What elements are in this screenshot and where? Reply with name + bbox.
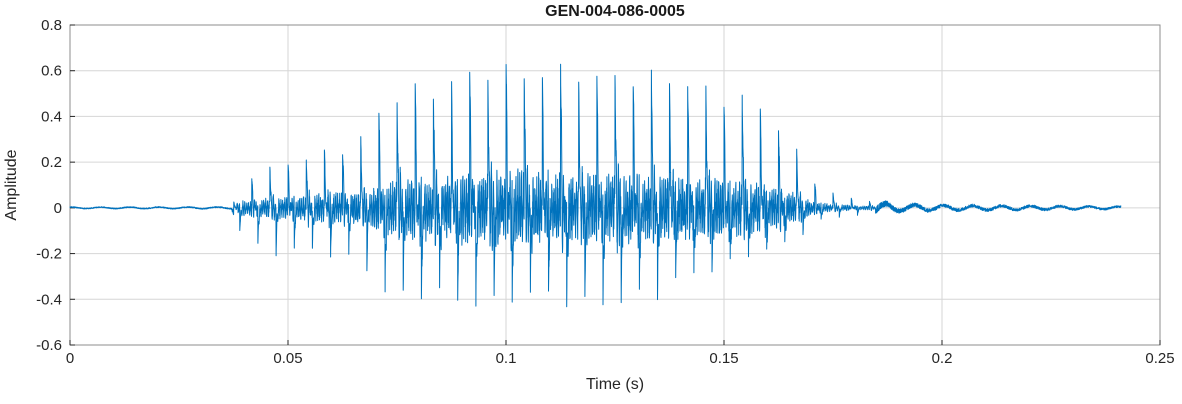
x-tick-label: 0.1 <box>496 350 517 367</box>
x-tick-label: 0.2 <box>932 350 953 367</box>
y-tick-label: 0.6 <box>41 63 62 80</box>
x-tick-label: 0 <box>66 350 74 367</box>
y-tick-label: -0.2 <box>36 246 62 263</box>
y-tick-label: 0.2 <box>41 154 62 171</box>
y-axis-label: Amplitude <box>3 149 20 220</box>
y-tick-label: 0 <box>54 200 62 217</box>
y-tick-label: -0.6 <box>36 337 62 354</box>
x-axis-label: Time (s) <box>586 376 644 393</box>
axes-frame-layer <box>69 24 1161 346</box>
y-tick-label: 0.4 <box>41 108 62 125</box>
y-tick-label: -0.4 <box>36 291 62 308</box>
x-tick-label: 0.05 <box>273 350 302 367</box>
y-tick-label: 0.8 <box>41 17 62 34</box>
tick-label-layer: 0 0.05 0.1 0.15 0.2 0.25 -0.6 -0.4 -0.2 0 0.2 0.4 0.… <box>36 17 1174 367</box>
x-tick-label: 0.25 <box>1145 350 1174 367</box>
x-tick-label: 0.15 <box>709 350 738 367</box>
axes-box <box>69 24 1161 346</box>
waveform-line <box>69 63 1122 308</box>
chart-title: GEN-004-086-0005 <box>545 3 685 20</box>
